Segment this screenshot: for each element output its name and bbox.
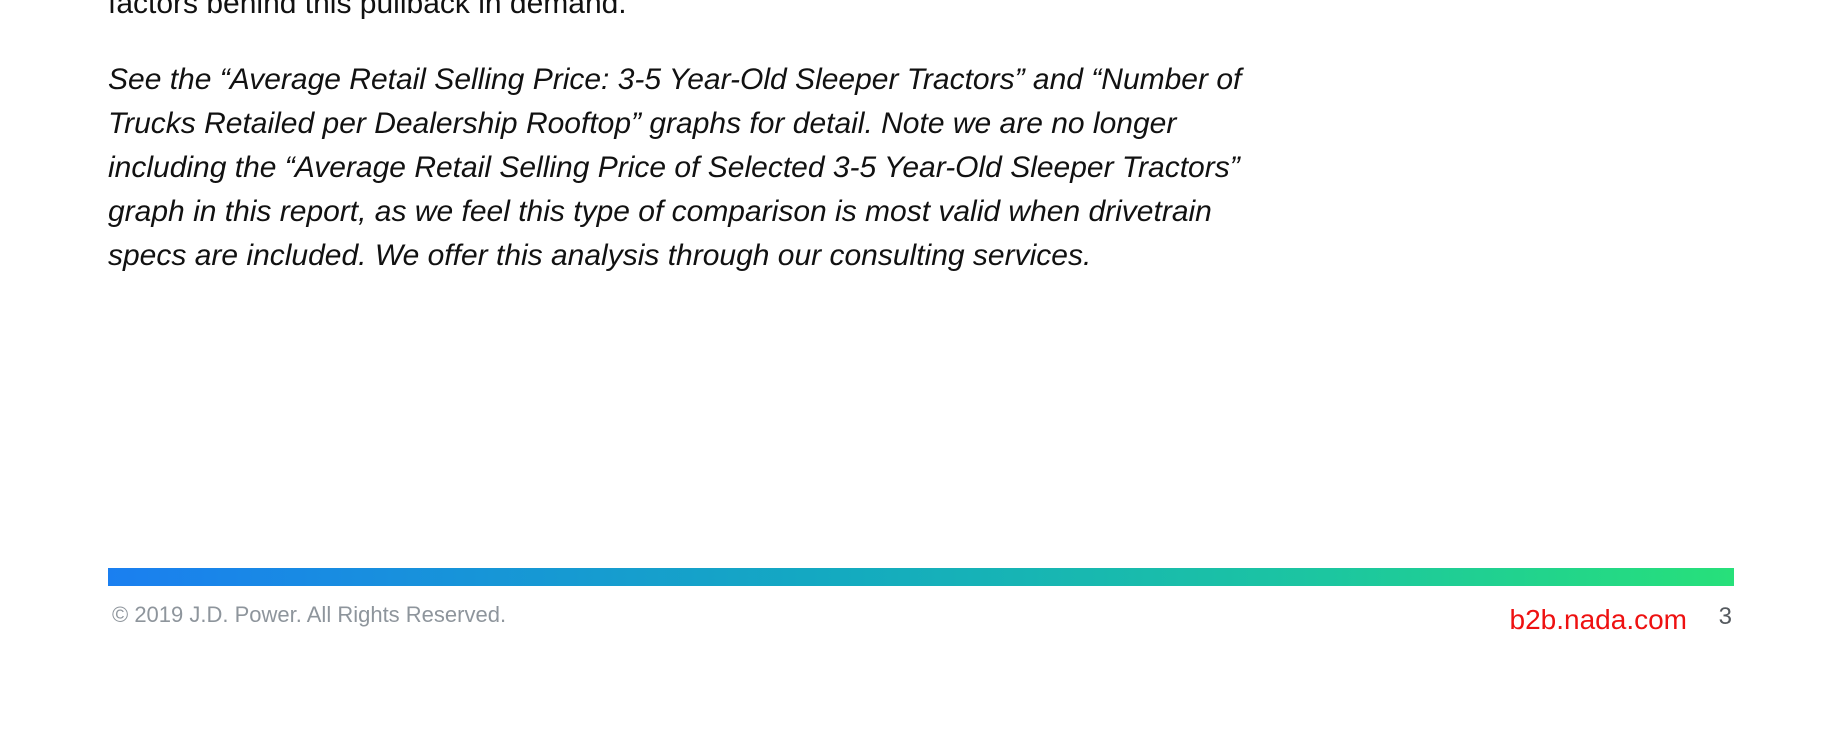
italic-note-paragraph: See the “Average Retail Selling Price: 3… <box>108 58 1308 278</box>
note-line: graph in this report, as we feel this ty… <box>108 195 1212 228</box>
note-line: See the “Average Retail Selling Price: 3… <box>108 63 1242 96</box>
note-line: specs are included. We offer this analys… <box>108 239 1092 272</box>
footer-gradient-bar <box>108 568 1734 586</box>
site-link[interactable]: b2b.nada.com <box>1509 604 1687 635</box>
page-number: 3 <box>1718 603 1732 630</box>
copyright-text: © 2019 J.D. Power. All Rights Reserved. <box>112 602 507 627</box>
previous-paragraph-line: factors behind this pullback in demand. <box>108 0 627 20</box>
note-line: including the “Average Retail Selling Pr… <box>108 151 1240 184</box>
note-line: Trucks Retailed per Dealership Rooftop” … <box>108 107 1177 140</box>
